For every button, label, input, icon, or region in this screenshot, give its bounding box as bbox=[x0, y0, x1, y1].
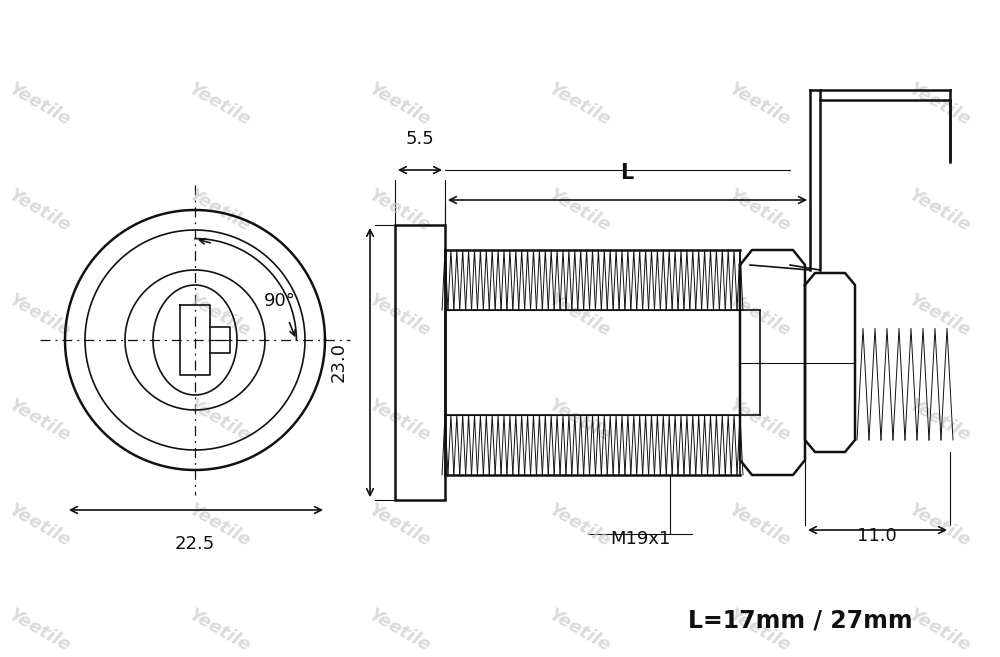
Text: Yeetile: Yeetile bbox=[366, 80, 434, 130]
Text: Yeetile: Yeetile bbox=[726, 396, 794, 445]
Text: 22.5: 22.5 bbox=[175, 535, 215, 553]
Text: Yeetile: Yeetile bbox=[366, 396, 434, 445]
Text: Yeetile: Yeetile bbox=[6, 396, 74, 445]
Text: 90°: 90° bbox=[264, 292, 296, 311]
Text: Yeetile: Yeetile bbox=[366, 606, 434, 656]
Text: Yeetile: Yeetile bbox=[186, 501, 254, 551]
Text: Yeetile: Yeetile bbox=[906, 606, 974, 656]
Text: Yeetile: Yeetile bbox=[546, 290, 614, 340]
Text: Yeetile: Yeetile bbox=[186, 290, 254, 340]
Text: L: L bbox=[620, 163, 634, 183]
Text: Yeetile: Yeetile bbox=[6, 606, 74, 656]
Text: Yeetile: Yeetile bbox=[726, 606, 794, 656]
Text: Yeetile: Yeetile bbox=[366, 290, 434, 340]
Text: Yeetile: Yeetile bbox=[906, 396, 974, 445]
Text: Yeetile: Yeetile bbox=[726, 290, 794, 340]
Text: Yeetile: Yeetile bbox=[186, 185, 254, 235]
Text: Yeetile: Yeetile bbox=[726, 80, 794, 130]
Text: Yeetile: Yeetile bbox=[6, 80, 74, 130]
Text: Yeetile: Yeetile bbox=[546, 606, 614, 656]
Text: Yeetile: Yeetile bbox=[186, 80, 254, 130]
Text: Yeetile: Yeetile bbox=[546, 501, 614, 551]
Text: Yeetile: Yeetile bbox=[906, 185, 974, 235]
Bar bbox=[395, 225, 445, 500]
Text: Yeetile: Yeetile bbox=[546, 396, 614, 445]
Text: Yeetile: Yeetile bbox=[906, 290, 974, 340]
Text: 23.0: 23.0 bbox=[330, 342, 348, 382]
Text: Yeetile: Yeetile bbox=[726, 185, 794, 235]
Text: Yeetile: Yeetile bbox=[726, 501, 794, 551]
Text: Yeetile: Yeetile bbox=[186, 396, 254, 445]
Text: Yeetile: Yeetile bbox=[366, 501, 434, 551]
Text: Yeetile: Yeetile bbox=[906, 501, 974, 551]
Text: Yeetile: Yeetile bbox=[6, 185, 74, 235]
Text: L=17mm / 27mm: L=17mm / 27mm bbox=[688, 608, 912, 632]
Text: Yeetile: Yeetile bbox=[546, 185, 614, 235]
Text: Yeetile: Yeetile bbox=[6, 290, 74, 340]
Text: Yeetile: Yeetile bbox=[186, 606, 254, 656]
Text: M19x1: M19x1 bbox=[610, 530, 670, 548]
Text: Yeetile: Yeetile bbox=[546, 80, 614, 130]
Text: 11.0: 11.0 bbox=[857, 527, 897, 545]
Text: Yeetile: Yeetile bbox=[366, 185, 434, 235]
Text: Yeetile: Yeetile bbox=[906, 80, 974, 130]
Text: 5.5: 5.5 bbox=[406, 130, 434, 148]
Text: Yeetile: Yeetile bbox=[6, 501, 74, 551]
